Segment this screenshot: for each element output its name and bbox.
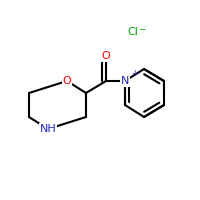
Text: O: O <box>63 76 71 86</box>
Text: +: + <box>131 68 138 77</box>
Text: N: N <box>121 76 129 86</box>
Text: O: O <box>102 51 110 61</box>
Text: −: − <box>138 24 146 33</box>
Text: Cl: Cl <box>127 27 138 37</box>
Text: NH: NH <box>40 124 56 134</box>
